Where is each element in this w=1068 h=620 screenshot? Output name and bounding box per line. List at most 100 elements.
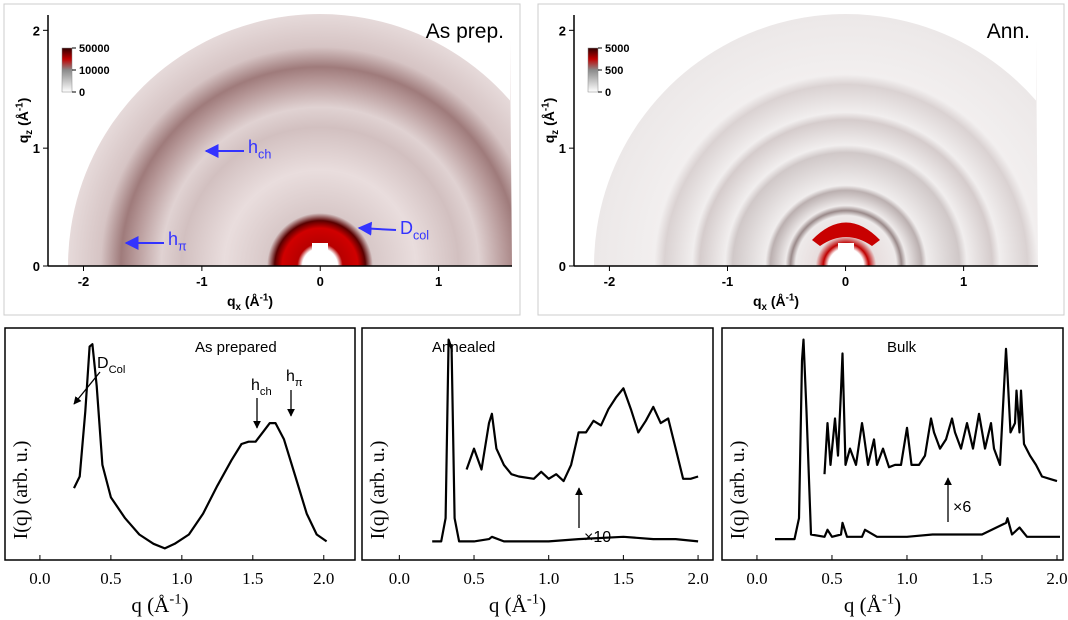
data-line <box>432 338 699 543</box>
x-tick-label: 1 <box>960 274 967 289</box>
colorbar-tick-label: 500 <box>605 65 623 77</box>
text-part: x <box>236 302 242 313</box>
y-tick-label: 0 <box>559 259 566 274</box>
x-tick-label: 0.0 <box>389 569 410 588</box>
y-tick-label: 0 <box>33 259 40 274</box>
y-axis-label: I(q) (arb. u.) <box>10 441 32 540</box>
x-tick-label: -1 <box>722 274 734 289</box>
x-tick-label: 2.0 <box>1046 569 1067 588</box>
panel-label: As prep. <box>426 20 504 43</box>
annotation: hch <box>251 377 272 398</box>
data-line <box>823 347 1058 483</box>
text-part: -1 <box>260 292 269 303</box>
x-tick-label: 0.0 <box>746 569 767 588</box>
colorbar <box>61 47 73 93</box>
panel-label: Ann. <box>987 20 1030 43</box>
beamstop <box>838 243 854 266</box>
annotation: Dcol <box>400 218 429 242</box>
data-line <box>465 387 699 483</box>
text-part: ch <box>258 147 271 161</box>
text-part: π <box>178 239 187 253</box>
colorbar-tick-label: 50000 <box>79 43 110 55</box>
annotation-arrow <box>357 221 397 236</box>
x-tick-label: -2 <box>604 274 616 289</box>
colorbar-tick-label: 0 <box>79 87 85 99</box>
y-axis-label: qz (Å-1) <box>14 98 35 144</box>
text-part: -1 <box>786 292 795 303</box>
text-part: q (Å <box>489 593 528 617</box>
text-part: z <box>24 130 35 135</box>
text-part: x <box>762 302 768 313</box>
y-axis-label: I(q) (arb. u.) <box>727 441 749 540</box>
x-tick-label: 2.0 <box>313 569 334 588</box>
x-axis-label: qx (Å-1) <box>753 292 799 313</box>
text-part: q <box>541 135 557 144</box>
plot-frame <box>4 327 356 561</box>
text-part: D <box>97 355 109 372</box>
annotation: hπ <box>286 368 303 389</box>
colorbar-tick-label: 10000 <box>79 65 110 77</box>
text-part: z <box>550 130 561 135</box>
text-part: (Å <box>15 111 31 130</box>
text-part: ×10 <box>584 529 611 546</box>
text-part: -1 <box>169 592 181 608</box>
beamstop <box>312 243 328 266</box>
text-part: ) <box>794 293 799 309</box>
scattering-image <box>594 14 1038 266</box>
text-part: col <box>413 228 429 242</box>
plot-frame <box>721 327 1064 561</box>
colorbar-tick-label: 0 <box>605 87 611 99</box>
text-part: q <box>753 293 762 309</box>
annotation: ×6 <box>953 499 971 516</box>
annotation-arrow <box>73 371 101 405</box>
scattering-image <box>68 14 512 266</box>
x-tick-label: 0.5 <box>463 569 484 588</box>
x-axis-label: qx (Å-1) <box>227 292 273 313</box>
text-part: ) <box>268 293 273 309</box>
text-part: q (Å <box>131 593 170 617</box>
panel-title: As prepared <box>195 339 277 356</box>
text-part: ×6 <box>953 499 971 516</box>
x-tick-label: 0 <box>317 274 324 289</box>
text-part: -1 <box>882 592 894 608</box>
text-part: q <box>227 293 236 309</box>
text-part: (Å <box>767 293 786 309</box>
text-part: ch <box>260 386 272 398</box>
x-tick-label: 1.0 <box>171 569 192 588</box>
x-tick-label: 0.5 <box>100 569 121 588</box>
colorbar <box>587 47 599 93</box>
text-part: q (Å <box>844 593 883 617</box>
text-part: -1 <box>14 102 25 111</box>
x-tick-label: 1.0 <box>538 569 559 588</box>
annotation: ×10 <box>584 529 611 546</box>
x-tick-label: 2.0 <box>687 569 708 588</box>
x-tick-label: -2 <box>78 274 90 289</box>
x-tick-label: 1.5 <box>971 569 992 588</box>
y-axis-label: I(q) (arb. u.) <box>367 441 389 540</box>
text-part: ) <box>894 593 901 617</box>
x-tick-label: 1 <box>435 274 442 289</box>
panel-title: Annealed <box>432 339 495 356</box>
y-tick-label: 1 <box>33 141 40 156</box>
y-tick-label: 2 <box>559 23 566 38</box>
annotation: DCol <box>97 355 125 376</box>
panel-border <box>537 3 1065 316</box>
text-part: π <box>295 377 303 389</box>
text-part: -1 <box>527 592 539 608</box>
data-line <box>775 338 1060 541</box>
colorbar-tick-label: 5000 <box>605 43 629 55</box>
text-part: h <box>168 229 178 249</box>
panel-border <box>3 3 521 316</box>
x-tick-label: 1.0 <box>896 569 917 588</box>
annotation: hπ <box>168 229 187 253</box>
text-part: ) <box>15 98 31 103</box>
scattering-spot <box>812 222 880 246</box>
text-part: (Å <box>541 111 557 130</box>
x-axis-label: q (Å-1) <box>131 592 188 617</box>
text-part: h <box>248 137 258 157</box>
x-axis-label: q (Å-1) <box>489 592 546 617</box>
text-part: ) <box>182 593 189 617</box>
y-tick-label: 2 <box>33 23 40 38</box>
data-line <box>73 343 328 550</box>
